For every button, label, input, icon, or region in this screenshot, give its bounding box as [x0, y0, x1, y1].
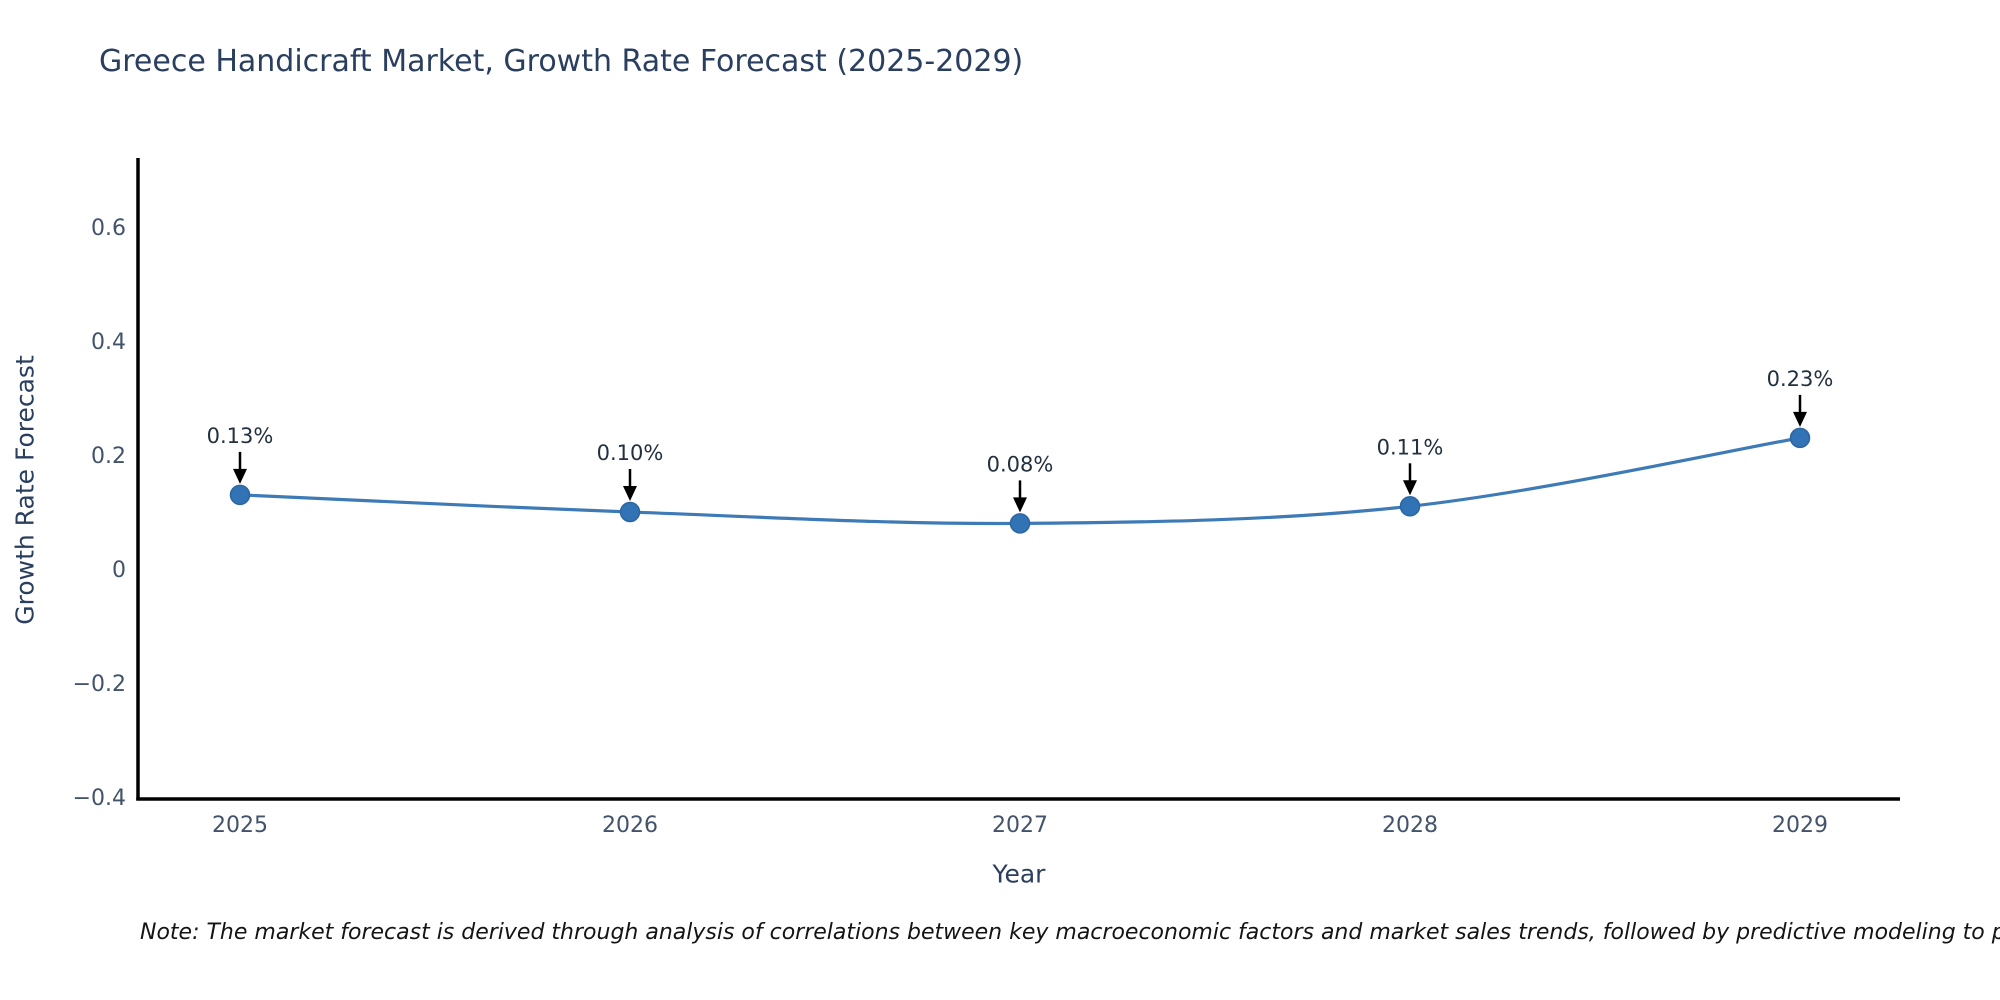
- annotation-arrowhead: [623, 486, 637, 501]
- annotation-arrowhead: [233, 468, 247, 484]
- data-point-marker: [619, 501, 641, 523]
- x-axis-title: Year: [992, 859, 1046, 889]
- y-tick-label: 0: [112, 558, 126, 583]
- annotation-arrowhead: [1013, 497, 1027, 513]
- annotation-arrowhead: [1403, 480, 1417, 496]
- y-tick-label: 0.4: [91, 330, 126, 355]
- footnote: Note: The market forecast is derived thr…: [140, 920, 2000, 945]
- data-point-marker: [1399, 496, 1421, 517]
- x-tick-label: 2027: [992, 813, 1048, 838]
- point-annotation: 0.08%: [987, 452, 1054, 476]
- x-tick-label: 2026: [602, 813, 658, 838]
- annotation-arrowhead: [1793, 411, 1807, 427]
- data-point-marker: [1789, 427, 1811, 449]
- point-annotation: 0.13%: [207, 424, 274, 448]
- y-tick-label: −0.2: [73, 672, 126, 697]
- x-tick-label: 2025: [212, 813, 268, 838]
- data-point-marker: [1009, 513, 1031, 534]
- data-point-marker: [229, 484, 251, 506]
- x-tick-label: 2028: [1382, 813, 1438, 838]
- y-tick-label: 0.2: [91, 444, 126, 469]
- x-tick-label: 2029: [1772, 813, 1828, 838]
- point-annotation: 0.23%: [1767, 367, 1834, 391]
- y-tick-label: 0.6: [91, 216, 126, 241]
- point-annotation: 0.11%: [1377, 435, 1444, 459]
- chart-title: Greece Handicraft Market, Growth Rate Fo…: [99, 44, 1024, 79]
- y-tick-label: −0.4: [73, 786, 126, 811]
- point-annotation: 0.10%: [597, 441, 664, 465]
